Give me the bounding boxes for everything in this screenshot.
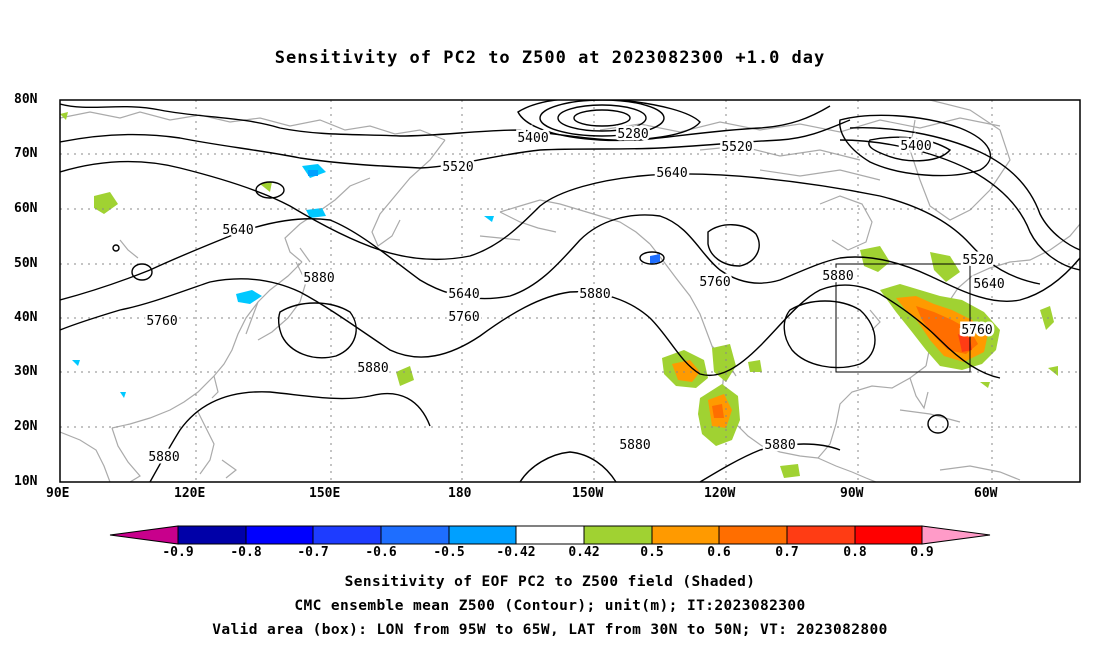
caption-line-3: Valid area (box): LON from 95W to 65W, L…	[212, 622, 888, 638]
colorbar-bin	[583, 525, 653, 545]
lat-label: 20N	[14, 419, 38, 434]
colorbar-bin	[245, 525, 314, 545]
valid-area-box	[835, 263, 971, 373]
lon-label: 90E	[46, 486, 70, 501]
colorbar-bin	[651, 525, 720, 545]
contour-label: 5880	[303, 271, 334, 286]
colorbar-label: 0.42	[568, 545, 600, 560]
contour-label: 5760	[448, 310, 479, 325]
colorbar-label: 0.6	[707, 545, 731, 560]
contour-label: 5880	[148, 450, 179, 465]
lat-label: 70N	[14, 146, 38, 161]
contour-label: 5640	[222, 223, 253, 238]
contour-label: 5760	[699, 275, 730, 290]
contour-label: 5280	[617, 127, 648, 142]
colorbar-bin	[786, 525, 856, 545]
lon-label: 180	[448, 486, 472, 501]
map-title: Sensitivity of PC2 to Z500 at 2023082300…	[274, 48, 826, 68]
contour-label: 5640	[448, 287, 479, 302]
colorbar-bin	[312, 525, 382, 545]
contour-label: 5880	[619, 438, 650, 453]
colorbar-label: 0.5	[640, 545, 664, 560]
colorbar-right-cap	[921, 525, 991, 545]
coastlines	[60, 100, 1080, 482]
colorbar-label: -0.9	[162, 545, 194, 560]
lon-label: 60W	[974, 486, 998, 501]
colorbar-label: -0.6	[365, 545, 397, 560]
colorbar-label: -0.42	[496, 545, 536, 560]
contour-label: 5520	[442, 160, 473, 175]
contour-label: 5880	[579, 287, 610, 302]
colorbar	[109, 525, 991, 545]
lon-label: 120W	[704, 486, 736, 501]
lat-label: 10N	[14, 474, 38, 489]
contour-label: 5880	[357, 361, 388, 376]
contour-label: 5640	[973, 277, 1004, 292]
lat-label: 40N	[14, 310, 38, 325]
contour-label: 5640	[656, 166, 687, 181]
contour-label: 5760	[961, 323, 992, 338]
contour-label: 5520	[721, 140, 752, 155]
colorbar-bin	[854, 525, 923, 545]
colorbar-label: -0.7	[297, 545, 329, 560]
colorbar-label: -0.5	[433, 545, 465, 560]
colorbar-label: 0.7	[775, 545, 799, 560]
contour-label: 5760	[146, 314, 177, 329]
contour-label: 5880	[822, 269, 853, 284]
contour-label: 5880	[764, 438, 795, 453]
lon-label: 120E	[174, 486, 206, 501]
colorbar-bin	[380, 525, 450, 545]
contour-label: 5520	[962, 253, 993, 268]
contour-label: 5400	[517, 131, 548, 146]
colorbar-bin	[448, 525, 517, 545]
colorbar-label: 0.8	[843, 545, 867, 560]
lon-label: 150W	[572, 486, 604, 501]
gridlines	[60, 100, 1080, 482]
lon-label: 150E	[309, 486, 341, 501]
colorbar-bin	[177, 525, 247, 545]
caption-line-2: CMC ensemble mean Z500 (Contour); unit(m…	[294, 598, 806, 614]
lat-label: 50N	[14, 256, 38, 271]
lat-label: 80N	[14, 92, 38, 107]
colorbar-left-cap	[109, 525, 179, 545]
lat-label: 30N	[14, 364, 38, 379]
colorbar-bin	[718, 525, 788, 545]
colorbar-label: 0.9	[910, 545, 934, 560]
lat-label: 60N	[14, 201, 38, 216]
colorbar-label: -0.8	[230, 545, 262, 560]
caption-line-1: Sensitivity of EOF PC2 to Z500 field (Sh…	[344, 574, 756, 590]
sensitivity-shading	[60, 112, 1058, 478]
map-frame	[59, 99, 1081, 483]
colorbar-bin	[515, 525, 585, 545]
contour-labels: 5400 5280 5520 5400 5520 5640 5520 5640 …	[144, 125, 1007, 468]
z500-contours	[60, 100, 1080, 482]
contour-label: 5400	[900, 139, 931, 154]
lon-label: 90W	[840, 486, 864, 501]
